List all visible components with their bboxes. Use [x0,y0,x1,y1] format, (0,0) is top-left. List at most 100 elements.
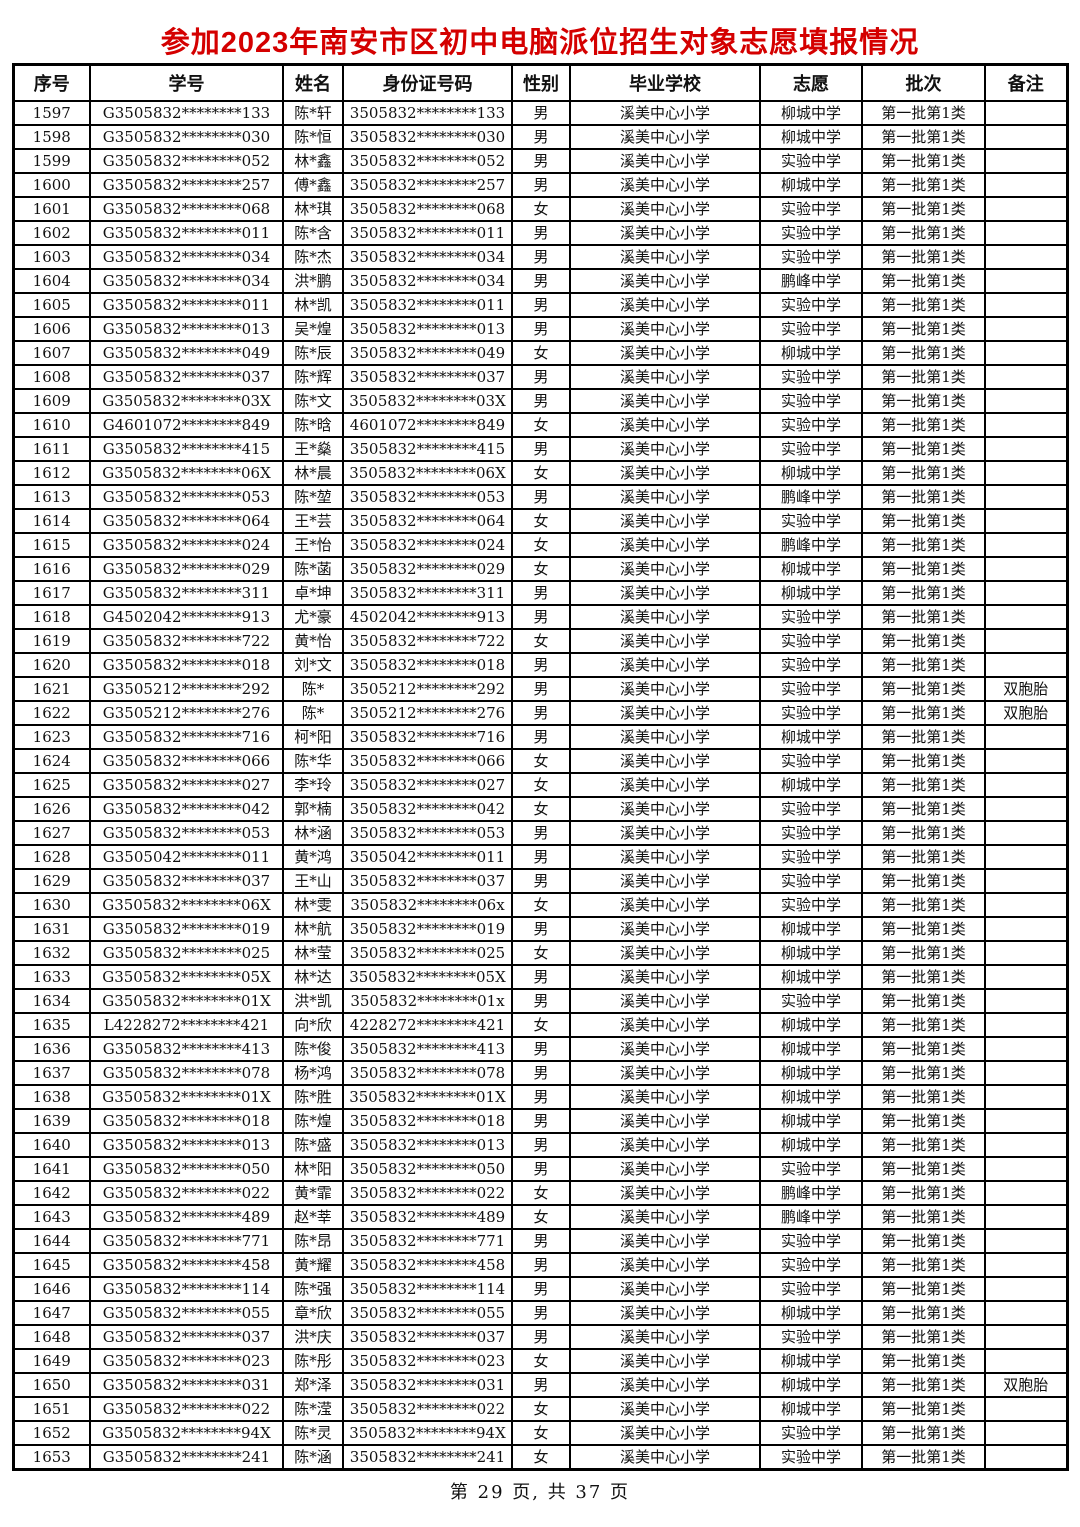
cell-batch: 第一批第1类 [861,1395,986,1422]
cell-school: 溪美中心小学 [569,723,761,750]
cell-batch: 第一批第1类 [861,747,986,774]
cell-name: 陈*彤 [282,1347,344,1374]
cell-school: 溪美中心小学 [569,939,761,966]
cell-gender: 女 [511,459,571,486]
cell-student-id: G3505832********034 [89,267,284,294]
table-row: 1625 G3505832********027 李*玲 3505832*******… [12,771,1068,798]
cell-school: 溪美中心小学 [569,819,761,846]
cell-choice: 实验中学 [759,651,863,678]
cell-name: 林*涵 [282,819,344,846]
cell-id-number: 3505832********034 [342,243,513,270]
cell-id-number: 3505832********94X [342,1419,513,1446]
cell-id-number: 3505832********049 [342,339,513,366]
cell-student-id: G4601072********849 [89,411,284,438]
cell-name: 王*燊 [282,435,344,462]
cell-school: 溪美中心小学 [569,771,761,798]
cell-remark [984,387,1068,414]
cell-remark [984,1179,1068,1206]
cell-id-number: 3505832********029 [342,555,513,582]
cell-school: 溪美中心小学 [569,1035,761,1062]
cell-id-number: 3505832********034 [342,267,513,294]
cell-school: 溪美中心小学 [569,1323,761,1350]
cell-remark [984,507,1068,534]
cell-remark [984,579,1068,606]
cell-id-number: 4601072********849 [342,411,513,438]
cell-student-id: G3505832********013 [89,1131,284,1158]
cell-batch: 第一批第1类 [861,1227,986,1254]
table-row: 1602 G3505832********011 陈*含 3505832*******… [12,219,1068,246]
cell-choice: 柳城中学 [759,1347,863,1374]
cell-school: 溪美中心小学 [569,1179,761,1206]
cell-school: 溪美中心小学 [569,315,761,342]
cell-seq: 1652 [12,1419,91,1446]
cell-gender: 男 [511,723,571,750]
cell-choice: 实验中学 [759,795,863,822]
cell-id-number: 3505832********066 [342,747,513,774]
cell-name: 黄*耀 [282,1251,344,1278]
cell-batch: 第一批第1类 [861,771,986,798]
cell-name: 黄*怡 [282,627,344,654]
cell-name: 陈*煌 [282,1107,344,1134]
table-row: 1614 G3505832********064 王*芸 3505832*******… [12,507,1068,534]
cell-gender: 女 [511,795,571,822]
cell-seq: 1612 [12,459,91,486]
cell-school: 溪美中心小学 [569,915,761,942]
cell-school: 溪美中心小学 [569,99,761,126]
cell-id-number: 3505832********078 [342,1059,513,1086]
cell-student-id: G3505832********458 [89,1251,284,1278]
cell-id-number: 3505832********489 [342,1203,513,1230]
cell-seq: 1651 [12,1395,91,1422]
cell-choice: 实验中学 [759,315,863,342]
cell-choice: 实验中学 [759,843,863,870]
cell-remark [984,195,1068,222]
cell-student-id: G3505832********018 [89,1107,284,1134]
cell-student-id: G3505832********771 [89,1227,284,1254]
cell-gender: 男 [511,435,571,462]
cell-batch: 第一批第1类 [861,459,986,486]
cell-remark [984,147,1068,174]
cell-name: 林*达 [282,963,344,990]
cell-choice: 实验中学 [759,219,863,246]
cell-seq: 1625 [12,771,91,798]
table-row: 1609 G3505832********03X 陈*文 3505832*******… [12,387,1068,414]
cell-choice: 柳城中学 [759,915,863,942]
cell-batch: 第一批第1类 [861,435,986,462]
cell-seq: 1640 [12,1131,91,1158]
cell-school: 溪美中心小学 [569,195,761,222]
cell-batch: 第一批第1类 [861,843,986,870]
cell-batch: 第一批第1类 [861,195,986,222]
cell-batch: 第一批第1类 [861,531,986,558]
cell-remark [984,531,1068,558]
cell-gender: 女 [511,891,571,918]
cell-gender: 男 [511,1299,571,1326]
cell-remark [984,243,1068,270]
cell-school: 溪美中心小学 [569,1251,761,1278]
cell-student-id: G3505832********052 [89,147,284,174]
cell-remark [984,1419,1068,1446]
cell-school: 溪美中心小学 [569,459,761,486]
cell-batch: 第一批第1类 [861,723,986,750]
cell-gender: 男 [511,267,571,294]
cell-remark [984,435,1068,462]
cell-seq: 1613 [12,483,91,510]
cell-remark [984,795,1068,822]
cell-id-number: 3505832********06x [342,891,513,918]
cell-student-id: G3505832********06X [89,459,284,486]
cell-school: 溪美中心小学 [569,675,761,702]
column-header-student-id: 学号 [89,63,284,102]
cell-name: 尤*豪 [282,603,344,630]
cell-name: 洪*庆 [282,1323,344,1350]
cell-seq: 1648 [12,1323,91,1350]
cell-student-id: L4228272********421 [89,1011,284,1038]
cell-remark [984,1347,1068,1374]
cell-seq: 1620 [12,651,91,678]
cell-batch: 第一批第1类 [861,915,986,942]
table-row: 1652 G3505832********94X 陈*灵 3505832*******… [12,1419,1068,1446]
cell-remark [984,891,1068,918]
cell-student-id: G3505832********068 [89,195,284,222]
cell-choice: 柳城中学 [759,1011,863,1038]
cell-id-number: 3505832********027 [342,771,513,798]
cell-seq: 1599 [12,147,91,174]
cell-choice: 实验中学 [759,1419,863,1446]
cell-seq: 1630 [12,891,91,918]
